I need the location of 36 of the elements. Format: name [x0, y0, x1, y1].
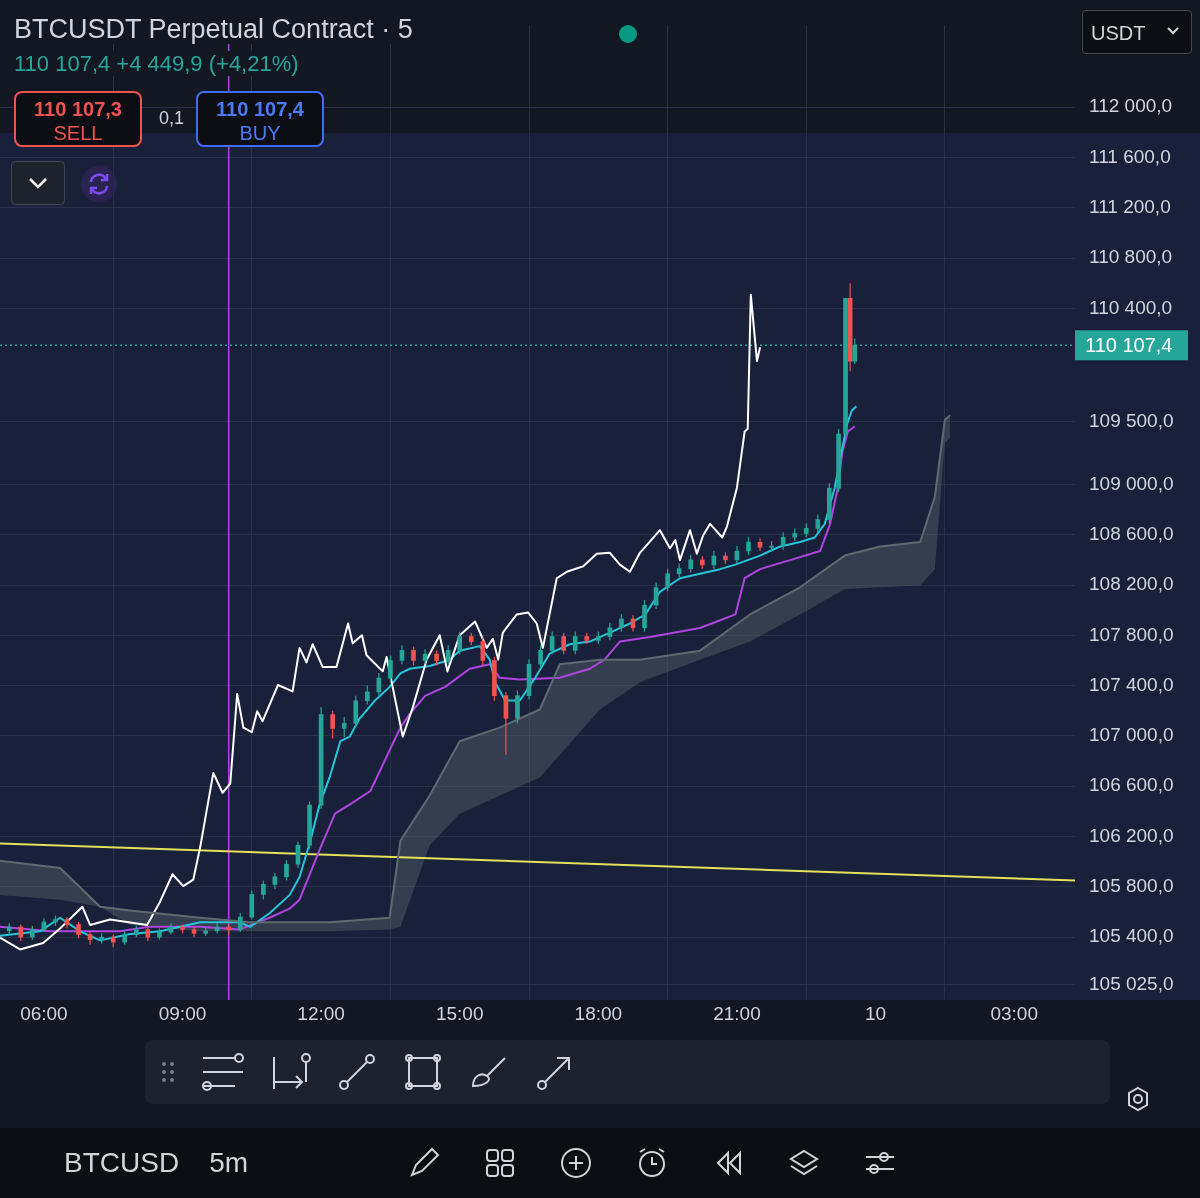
annotation: BUY	[238, 121, 282, 145]
x-tick-label: 18:00	[574, 1002, 623, 1024]
annotation: 110 107,4	[215, 97, 305, 121]
x-tick-label: 03:00	[990, 1002, 1038, 1024]
text: USDT	[1091, 22, 1146, 44]
y-tick-label: 109 000,0	[1089, 472, 1174, 494]
annotation: 110 107,3	[33, 97, 123, 121]
y-tick-label: 109 500,0	[1089, 409, 1174, 431]
chart-title: BTCUSDT Perpetual Contract · 5	[14, 14, 413, 44]
text: BTCUSD	[64, 1147, 180, 1179]
y-tick-label: 110 400,0	[1089, 296, 1173, 318]
y-tick-label: 107 800,0	[1089, 623, 1174, 645]
y-tick-label: 112 000,0	[1089, 95, 1173, 117]
annotation: SELL	[52, 121, 104, 145]
y-tick-label: 107 000,0	[1089, 724, 1174, 746]
y-tick-label: 106 200,0	[1089, 824, 1174, 846]
text: 110 107,4 +4 449,9 (+4,21%)	[14, 51, 299, 76]
x-tick-label: 21:00	[713, 1002, 761, 1024]
y-tick-label: 111 200,0	[1089, 195, 1171, 217]
y-tick-label: 110 800,0	[1089, 246, 1173, 268]
x-tick-label: 15:00	[435, 1002, 484, 1024]
x-tick-label: 12:00	[297, 1002, 345, 1024]
x-tick-label: 09:00	[158, 1002, 207, 1024]
y-tick-label: 107 400,0	[1089, 673, 1174, 695]
y-tick-label: 105 400,0	[1089, 925, 1174, 947]
y-tick-label: 106 600,0	[1089, 774, 1174, 796]
text: 5m	[209, 1147, 249, 1179]
annotation: 0,1	[159, 108, 185, 129]
y-tick-label: 108 600,0	[1089, 522, 1174, 544]
y-tick-label: 105 800,0	[1089, 875, 1174, 897]
x-tick-label: 10	[864, 1002, 887, 1024]
x-tick-label: 06:00	[20, 1002, 68, 1024]
y-tick-label: 105 025,0	[1089, 972, 1174, 994]
y-tick-label: 108 200,0	[1089, 573, 1174, 595]
y-tick-label: 111 600,0	[1089, 145, 1171, 167]
ref-line-label: 110 107,4	[1085, 333, 1173, 356]
